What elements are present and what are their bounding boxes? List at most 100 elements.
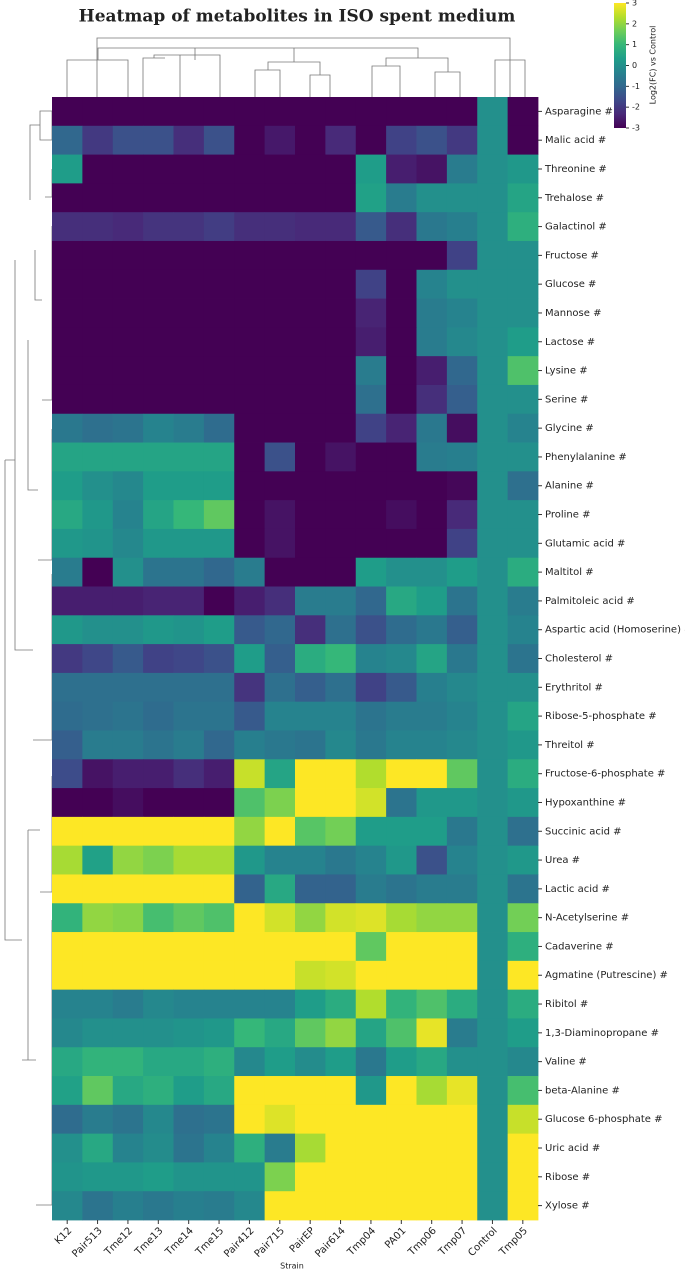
heatmap-cell: [386, 356, 417, 386]
heatmap-cell: [446, 1018, 478, 1048]
row-label: Succinic acid #: [545, 826, 622, 837]
row-label: Erythritol #: [545, 682, 603, 693]
heatmap-cell: [52, 183, 83, 213]
heatmap-cell: [52, 903, 83, 933]
heatmap-cell: [264, 903, 296, 933]
heatmap-cell: [82, 1191, 114, 1221]
row-label: Mannose #: [545, 308, 601, 319]
heatmap-cell: [477, 1191, 509, 1221]
colorbar-label: Log2(FC) vs Control: [649, 26, 658, 105]
heatmap-cell: [112, 1104, 144, 1135]
heatmap-cell: [295, 989, 326, 1019]
row-label: Fructose-6-phosphate #: [545, 769, 665, 780]
heatmap-cell: [82, 615, 114, 645]
heatmap-cell: [234, 557, 266, 587]
heatmap-cell: [416, 1018, 448, 1048]
heatmap-cell: [112, 874, 144, 904]
heatmap-cell: [112, 384, 144, 415]
heatmap-cell: [355, 1047, 387, 1077]
heatmap-cell: [507, 327, 539, 357]
heatmap-cell: [203, 759, 235, 789]
heatmap-cell: [82, 500, 114, 530]
heatmap-cell: [52, 240, 83, 271]
heatmap-cell: [82, 97, 114, 127]
heatmap-cell: [325, 442, 357, 472]
heatmap-cell: [295, 1133, 326, 1163]
heatmap-cell: [203, 989, 235, 1019]
heatmap-cell: [173, 528, 205, 559]
heatmap-cell: [143, 384, 174, 415]
heatmap-cell: [203, 413, 235, 443]
heatmap-cell: [82, 356, 114, 386]
heatmap-cell: [112, 1047, 144, 1077]
row-label: Ribose-5-phosphate #: [545, 711, 657, 722]
heatmap-cell: [446, 672, 478, 703]
column-label: Tmp04: [345, 1225, 378, 1258]
heatmap-cell: [52, 672, 83, 703]
heatmap-cell: [203, 586, 235, 616]
heatmap-cell: [355, 1133, 387, 1163]
heatmap-cell: [295, 356, 326, 386]
heatmap-cell: [416, 269, 448, 299]
heatmap-cell: [355, 327, 387, 357]
heatmap-cell: [355, 442, 387, 472]
heatmap-cell: [507, 1076, 539, 1106]
heatmap-cell: [416, 356, 448, 386]
heatmap-cell: [446, 384, 478, 415]
heatmap-cell: [446, 1047, 478, 1077]
heatmap-cell: [507, 154, 539, 184]
heatmap-cell: [507, 586, 539, 616]
heatmap-cell: [143, 269, 174, 299]
heatmap-cell: [507, 212, 539, 242]
column-label: Tmp05: [497, 1225, 530, 1258]
heatmap-cell: [203, 845, 235, 875]
row-label: Glucose 6-phosphate #: [545, 1114, 662, 1125]
heatmap-cell: [112, 960, 144, 991]
heatmap-cell: [416, 183, 448, 213]
heatmap-cell: [264, 327, 296, 357]
heatmap-cell: [52, 528, 83, 559]
heatmap-cell: [173, 183, 205, 213]
heatmap-cell: [234, 1018, 266, 1048]
heatmap-cell: [477, 1104, 509, 1135]
colorbar-tick-label: 3: [632, 0, 637, 8]
heatmap-cell: [416, 644, 448, 674]
heatmap-cell: [386, 528, 417, 559]
heatmap-cell: [295, 1191, 326, 1221]
heatmap-cell: [507, 183, 539, 213]
heatmap-cell: [52, 471, 83, 501]
heatmap-cell: [507, 1191, 539, 1221]
row-label: Maltitol #: [545, 567, 594, 578]
heatmap-cell: [52, 989, 83, 1019]
row-label: Malic acid #: [545, 135, 606, 146]
heatmap-cell: [325, 327, 357, 357]
heatmap-cell: [355, 701, 387, 731]
heatmap-cell: [325, 240, 357, 271]
row-label: Alanine #: [545, 481, 594, 492]
heatmap-cell: [507, 125, 539, 155]
heatmap-cell: [295, 154, 326, 184]
heatmap-cell: [264, 528, 296, 559]
heatmap-cell: [295, 1076, 326, 1106]
heatmap-cell: [355, 471, 387, 501]
heatmap-cell: [416, 989, 448, 1019]
heatmap-cell: [325, 903, 357, 933]
heatmap-cell: [446, 1162, 478, 1192]
colorbar: [614, 3, 626, 128]
heatmap-cell: [203, 615, 235, 645]
heatmap-cell: [234, 183, 266, 213]
heatmap-cell: [52, 1104, 83, 1135]
heatmap-cell: [82, 759, 114, 789]
heatmap-cell: [234, 759, 266, 789]
heatmap-cell: [264, 240, 296, 271]
heatmap-cell: [112, 298, 144, 328]
heatmap-cell: [446, 1104, 478, 1135]
row-label: Phenylalanine #: [545, 452, 627, 463]
heatmap-cell: [112, 413, 144, 443]
row-label: Aspartic acid (Homoserine) #: [545, 625, 685, 636]
heatmap-cell: [173, 154, 205, 184]
heatmap-cell: [264, 644, 296, 674]
heatmap-cell: [295, 442, 326, 472]
heatmap-cell: [295, 701, 326, 731]
heatmap-cell: [355, 557, 387, 587]
